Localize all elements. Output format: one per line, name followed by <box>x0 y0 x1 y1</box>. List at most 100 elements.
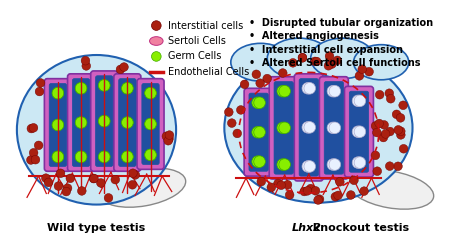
Circle shape <box>77 186 86 195</box>
Circle shape <box>352 126 364 137</box>
FancyBboxPatch shape <box>73 79 90 166</box>
Circle shape <box>279 159 291 170</box>
Circle shape <box>54 182 63 190</box>
Circle shape <box>314 196 322 204</box>
Circle shape <box>360 187 368 195</box>
Ellipse shape <box>311 38 374 79</box>
Circle shape <box>27 124 36 133</box>
Circle shape <box>325 52 334 61</box>
Circle shape <box>116 65 125 74</box>
Circle shape <box>89 174 98 183</box>
Circle shape <box>311 186 320 195</box>
Circle shape <box>277 159 289 170</box>
FancyBboxPatch shape <box>49 84 66 166</box>
Circle shape <box>62 187 71 196</box>
Circle shape <box>315 195 324 204</box>
FancyBboxPatch shape <box>294 74 323 181</box>
Circle shape <box>240 80 249 89</box>
Circle shape <box>381 130 390 138</box>
Circle shape <box>310 57 319 66</box>
Circle shape <box>327 85 339 97</box>
Circle shape <box>254 126 265 138</box>
Circle shape <box>267 183 276 192</box>
Circle shape <box>277 181 285 189</box>
Circle shape <box>228 119 236 127</box>
FancyBboxPatch shape <box>142 84 159 164</box>
Circle shape <box>145 149 156 161</box>
Circle shape <box>36 79 45 87</box>
Circle shape <box>29 124 38 132</box>
Circle shape <box>354 157 366 168</box>
Circle shape <box>52 151 64 163</box>
Circle shape <box>254 97 265 109</box>
Text: •  Altered angiogenesis: • Altered angiogenesis <box>249 31 379 41</box>
Circle shape <box>375 119 383 128</box>
Circle shape <box>56 169 65 178</box>
Circle shape <box>99 115 110 127</box>
Circle shape <box>81 56 90 65</box>
Circle shape <box>99 151 110 163</box>
Circle shape <box>252 156 264 167</box>
FancyBboxPatch shape <box>349 91 369 172</box>
Circle shape <box>122 83 133 94</box>
Circle shape <box>334 191 342 200</box>
Circle shape <box>289 59 297 67</box>
Circle shape <box>122 151 133 163</box>
Circle shape <box>304 161 316 172</box>
FancyBboxPatch shape <box>269 77 298 179</box>
Circle shape <box>327 122 339 134</box>
Text: knockout testis: knockout testis <box>309 223 409 233</box>
Circle shape <box>396 130 405 139</box>
Circle shape <box>225 108 233 117</box>
Circle shape <box>122 151 133 163</box>
FancyBboxPatch shape <box>345 86 374 177</box>
FancyBboxPatch shape <box>45 79 72 171</box>
Circle shape <box>34 141 43 150</box>
Circle shape <box>324 62 333 70</box>
Circle shape <box>285 190 294 199</box>
Circle shape <box>392 110 401 119</box>
Circle shape <box>328 60 336 68</box>
Circle shape <box>119 63 128 71</box>
Circle shape <box>66 174 74 183</box>
Circle shape <box>371 122 380 130</box>
Circle shape <box>386 94 395 103</box>
Circle shape <box>122 117 133 128</box>
Circle shape <box>273 179 283 188</box>
Circle shape <box>31 155 40 164</box>
Circle shape <box>128 169 137 178</box>
Circle shape <box>111 175 119 184</box>
Circle shape <box>396 127 405 136</box>
Circle shape <box>75 117 87 128</box>
Circle shape <box>75 151 87 163</box>
Circle shape <box>164 136 173 145</box>
Circle shape <box>329 122 341 134</box>
Circle shape <box>44 178 53 187</box>
Circle shape <box>164 134 173 143</box>
Circle shape <box>52 119 64 131</box>
FancyBboxPatch shape <box>249 93 268 171</box>
Circle shape <box>303 186 312 195</box>
Circle shape <box>352 95 364 107</box>
Circle shape <box>375 90 384 99</box>
Circle shape <box>329 85 341 97</box>
Circle shape <box>279 85 291 97</box>
Circle shape <box>75 151 87 163</box>
Circle shape <box>365 67 374 76</box>
Circle shape <box>52 87 64 99</box>
Circle shape <box>63 184 72 192</box>
Circle shape <box>279 122 291 134</box>
Circle shape <box>75 83 87 94</box>
Circle shape <box>373 128 381 137</box>
Circle shape <box>304 83 316 94</box>
Circle shape <box>379 133 388 142</box>
Circle shape <box>254 156 265 167</box>
FancyBboxPatch shape <box>118 79 136 166</box>
Circle shape <box>385 162 394 170</box>
Circle shape <box>350 176 358 185</box>
Circle shape <box>122 83 133 94</box>
Circle shape <box>90 174 98 183</box>
Text: Germ Cells: Germ Cells <box>168 51 221 62</box>
Circle shape <box>331 192 340 201</box>
FancyBboxPatch shape <box>91 71 118 171</box>
